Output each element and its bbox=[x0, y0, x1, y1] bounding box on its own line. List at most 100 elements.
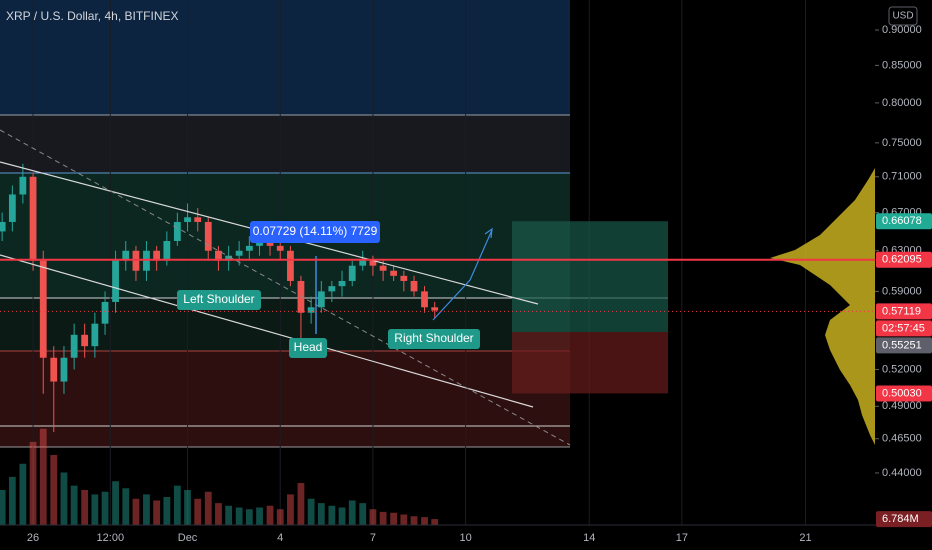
overlay: 26 12:00 Dec 4 7 10 14 17 21 0.90000 0.85000 0.8000… bbox=[0, 24, 932, 544]
y-tick-label: 0.46500 bbox=[882, 433, 922, 445]
candle-body bbox=[379, 265, 387, 271]
position-target bbox=[512, 221, 668, 333]
price-marker bbox=[876, 337, 932, 354]
volume-bar bbox=[204, 491, 212, 525]
x-tick-label: 14 bbox=[583, 532, 595, 544]
annotation: Left Shoulder bbox=[183, 292, 254, 306]
candle-body bbox=[101, 301, 109, 324]
volume-bar bbox=[50, 455, 58, 525]
volume-bar bbox=[276, 509, 284, 525]
volume-marker bbox=[876, 511, 932, 528]
volume-bar bbox=[225, 505, 233, 525]
candle-body bbox=[328, 286, 336, 292]
volume-bar bbox=[235, 507, 243, 525]
volume-bar bbox=[0, 490, 6, 525]
volume-bar bbox=[184, 490, 191, 525]
volume-bar bbox=[369, 509, 377, 525]
dashed-line bbox=[0, 129, 571, 446]
price-marker bbox=[876, 385, 932, 402]
volume-bar bbox=[122, 488, 130, 525]
candle-body bbox=[390, 270, 398, 276]
volume-profile bbox=[770, 168, 875, 445]
volume-bar bbox=[153, 500, 161, 525]
candle-body bbox=[421, 291, 428, 308]
price-marker-label: 0.62095 bbox=[882, 254, 922, 266]
volume-bar bbox=[8, 476, 16, 525]
candle-body bbox=[50, 357, 58, 382]
candle-body bbox=[307, 307, 315, 313]
candle-body bbox=[91, 323, 99, 347]
currency[interactable]: USD bbox=[892, 11, 913, 22]
volume-bar bbox=[215, 503, 222, 525]
zone-grey bbox=[0, 115, 570, 173]
price-marker-label: 0.66078 bbox=[882, 215, 922, 227]
candle-body bbox=[163, 241, 171, 261]
candle-body bbox=[276, 245, 284, 251]
y-tick-label: 0.49000 bbox=[882, 400, 922, 412]
candle-body bbox=[348, 265, 356, 281]
zone-red bbox=[0, 351, 570, 447]
volume-bar bbox=[132, 498, 140, 525]
measure-label-box bbox=[250, 221, 380, 243]
candle-body bbox=[112, 260, 119, 302]
currency-box[interactable] bbox=[888, 6, 918, 26]
x-tick-label: 17 bbox=[676, 532, 688, 544]
candle-body bbox=[132, 250, 140, 271]
price-marker bbox=[876, 251, 932, 268]
candle-body bbox=[60, 357, 68, 382]
volume-bar bbox=[379, 511, 387, 525]
x-tick-label: 7 bbox=[370, 532, 376, 544]
candle-body bbox=[194, 217, 202, 222]
candle-body bbox=[19, 176, 27, 195]
price-marker-label: 0.55251 bbox=[882, 339, 922, 351]
x-tick-label: 10 bbox=[459, 532, 471, 544]
y-tick-label: 0.52000 bbox=[882, 363, 922, 375]
x-tick-label: Dec bbox=[178, 532, 198, 544]
x-tick-label: 4 bbox=[277, 532, 283, 544]
y-tick-label: 0.44000 bbox=[882, 467, 922, 479]
chart-title: XRP / U.S. Dollar, 4h, BITFINEX bbox=[6, 9, 179, 23]
countdown: 02:57:45 bbox=[882, 322, 925, 334]
candle-body bbox=[143, 250, 150, 271]
volume-bar bbox=[256, 507, 263, 525]
price-marker-label: 0.50030 bbox=[882, 387, 922, 399]
arrow-head bbox=[484, 227, 493, 239]
volume-bar bbox=[348, 500, 356, 525]
candle-body bbox=[184, 217, 191, 222]
y-tick-label: 0.75000 bbox=[882, 137, 922, 149]
annotation: Head bbox=[294, 340, 323, 354]
volume-bar bbox=[287, 494, 294, 525]
volume-bar bbox=[70, 485, 78, 525]
price-marker bbox=[876, 303, 932, 320]
candle-body bbox=[0, 221, 6, 232]
volume-bar bbox=[338, 507, 346, 525]
candle-body bbox=[173, 221, 181, 242]
candle-body bbox=[29, 176, 37, 261]
candle-body bbox=[235, 250, 243, 256]
x-tick-label: 21 bbox=[799, 532, 811, 544]
candle-body bbox=[215, 250, 222, 261]
candle-body bbox=[287, 250, 294, 281]
x-tick-label: 26 bbox=[27, 532, 39, 544]
candle-body bbox=[70, 334, 78, 358]
trend-line bbox=[0, 254, 534, 408]
volume-bar bbox=[173, 485, 181, 525]
candle-body bbox=[359, 260, 367, 266]
price-axis bbox=[875, 0, 932, 550]
measure-label: 0.07729 (14.11%) 7729 bbox=[253, 224, 378, 238]
volume-bar bbox=[19, 463, 27, 525]
y-tick-label: 0.71000 bbox=[882, 171, 922, 183]
y-tick-label: 0.85000 bbox=[882, 59, 922, 71]
y-tick-label: 0.90000 bbox=[882, 24, 922, 36]
volume-bar bbox=[112, 481, 119, 525]
candle-body bbox=[153, 250, 161, 261]
volume-bar bbox=[91, 494, 99, 525]
candle-body bbox=[338, 280, 346, 287]
volume-marker-label: 6.784M bbox=[882, 513, 919, 525]
volume-bar bbox=[143, 494, 150, 525]
volume-bar bbox=[307, 498, 315, 525]
volume-bar bbox=[400, 514, 408, 525]
annotation-box bbox=[177, 290, 261, 310]
volume-bar bbox=[194, 498, 202, 525]
